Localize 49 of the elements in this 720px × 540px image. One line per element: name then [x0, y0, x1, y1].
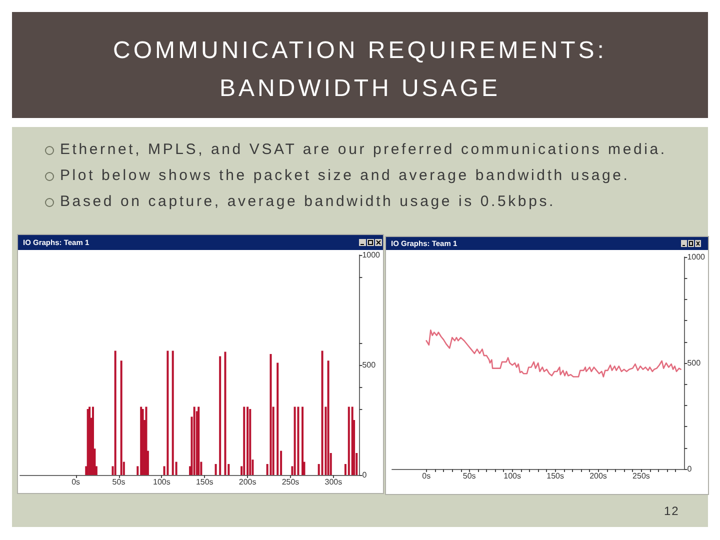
bar	[166, 350, 169, 475]
x-tick-label: 250s	[282, 478, 300, 486]
bar	[114, 350, 116, 475]
text: Plot below shows the packet size and average bandwidth usage.	[60, 167, 630, 184]
text: COMMUNICATION REQUIREMENTS: BANDWIDTH USAGE	[112, 36, 608, 104]
bar	[246, 406, 249, 475]
bar	[224, 352, 226, 475]
y-tick-label: 500	[687, 358, 702, 368]
bar	[348, 406, 350, 475]
line-series	[426, 329, 682, 378]
bar	[294, 406, 296, 475]
x-tick-label: 0s	[422, 472, 431, 480]
bar	[243, 406, 246, 475]
bar	[302, 406, 304, 475]
text: Ethernet, MPLS, and VSAT are our preferred communications media.	[60, 141, 667, 158]
y-tick-label: 500	[362, 360, 376, 370]
text: Based on capture, average bandwidth usage is 0.5kbps.	[60, 193, 556, 210]
bar	[120, 360, 122, 475]
bar	[276, 362, 279, 475]
x-tick-label: 200s	[590, 472, 607, 480]
bar	[249, 409, 252, 475]
x-tick-label: 200s	[238, 478, 256, 486]
x-tick-label: 300s	[324, 478, 342, 486]
y-tick-label: 1000	[362, 250, 381, 260]
bar	[145, 406, 148, 475]
bar	[92, 406, 94, 475]
bar	[219, 356, 222, 475]
text: 12	[664, 504, 680, 518]
y-tick-label: 0	[687, 464, 692, 474]
x-tick-label: 100s	[504, 472, 521, 480]
bar	[214, 464, 217, 475]
bar	[193, 406, 196, 475]
x-tick-label: 50s	[462, 472, 476, 480]
y-tick-label: 0	[362, 470, 368, 480]
x-tick-label: 100s	[153, 478, 170, 486]
bar	[327, 360, 330, 475]
x-tick-label: 50s	[112, 478, 126, 486]
bar	[297, 406, 300, 475]
bar	[321, 350, 324, 475]
bar	[140, 406, 142, 475]
bar	[172, 350, 174, 475]
bar	[198, 406, 200, 475]
x-tick-label: 150s	[196, 478, 214, 486]
x-tick-label: 250s	[632, 472, 650, 480]
x-tick-label: 150s	[546, 472, 564, 480]
bar	[270, 354, 272, 475]
x-tick-label: 0s	[72, 478, 80, 486]
bar	[88, 406, 91, 475]
y-tick-label: 1000	[687, 252, 706, 262]
